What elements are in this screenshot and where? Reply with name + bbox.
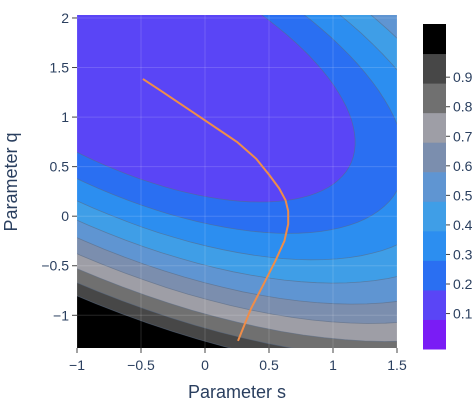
colorbar-band <box>423 83 446 114</box>
colorbar: 0.1 0.2 0.3 0.4 0.5 0.6 0.7 0.8 0.9 <box>423 24 473 350</box>
colorbar-band <box>423 230 446 261</box>
x-tick-label: 1.5 <box>387 357 407 373</box>
contour-band <box>77 15 356 203</box>
x-axis: −1 −0.5 0 0.5 1 1.5 <box>69 348 407 373</box>
y-tick-label: 0 <box>61 208 69 224</box>
y-tick-label: −1 <box>53 307 69 323</box>
colorbar-band <box>423 142 446 173</box>
x-tick-label: 0.5 <box>259 357 279 373</box>
colorbar-band <box>423 289 446 320</box>
y-tick-label: 0.5 <box>50 159 70 175</box>
colorbar-tick-label: 0.3 <box>453 246 473 262</box>
colorbar-band <box>423 201 446 232</box>
y-axis: −1 −0.5 0 0.5 1 1.5 2 <box>41 10 77 323</box>
colorbar-tick-label: 0.4 <box>453 217 473 233</box>
y-tick-label: −0.5 <box>41 258 69 274</box>
colorbar-band <box>423 24 446 55</box>
x-tick-label: 0 <box>201 357 209 373</box>
x-tick-label: −1 <box>69 357 85 373</box>
colorbar-tick-label: 0.1 <box>453 306 473 322</box>
y-tick-label: 1.5 <box>50 60 70 76</box>
y-tick-label: 1 <box>61 109 69 125</box>
colorbar-band <box>423 319 446 350</box>
colorbar-tick-label: 0.2 <box>453 276 473 292</box>
colorbar-tick-label: 0.9 <box>453 69 473 85</box>
y-axis-title: Parameter q <box>1 132 21 231</box>
colorbar-tick-label: 0.6 <box>453 158 473 174</box>
colorbar-tick-label: 0.7 <box>453 128 473 144</box>
colorbar-band <box>423 171 446 202</box>
colorbar-band <box>423 112 446 143</box>
x-tick-label: −0.5 <box>127 357 155 373</box>
x-axis-title: Parameter s <box>188 382 286 402</box>
colorbar-band <box>423 53 446 84</box>
colorbar-tick-label: 0.5 <box>453 187 473 203</box>
x-tick-label: 1 <box>329 357 337 373</box>
plot-area <box>77 15 397 348</box>
y-tick-label: 2 <box>61 10 69 26</box>
trajectory-line <box>142 78 290 342</box>
colorbar-tick-label: 0.8 <box>453 99 473 115</box>
colorbar-band <box>423 260 446 291</box>
